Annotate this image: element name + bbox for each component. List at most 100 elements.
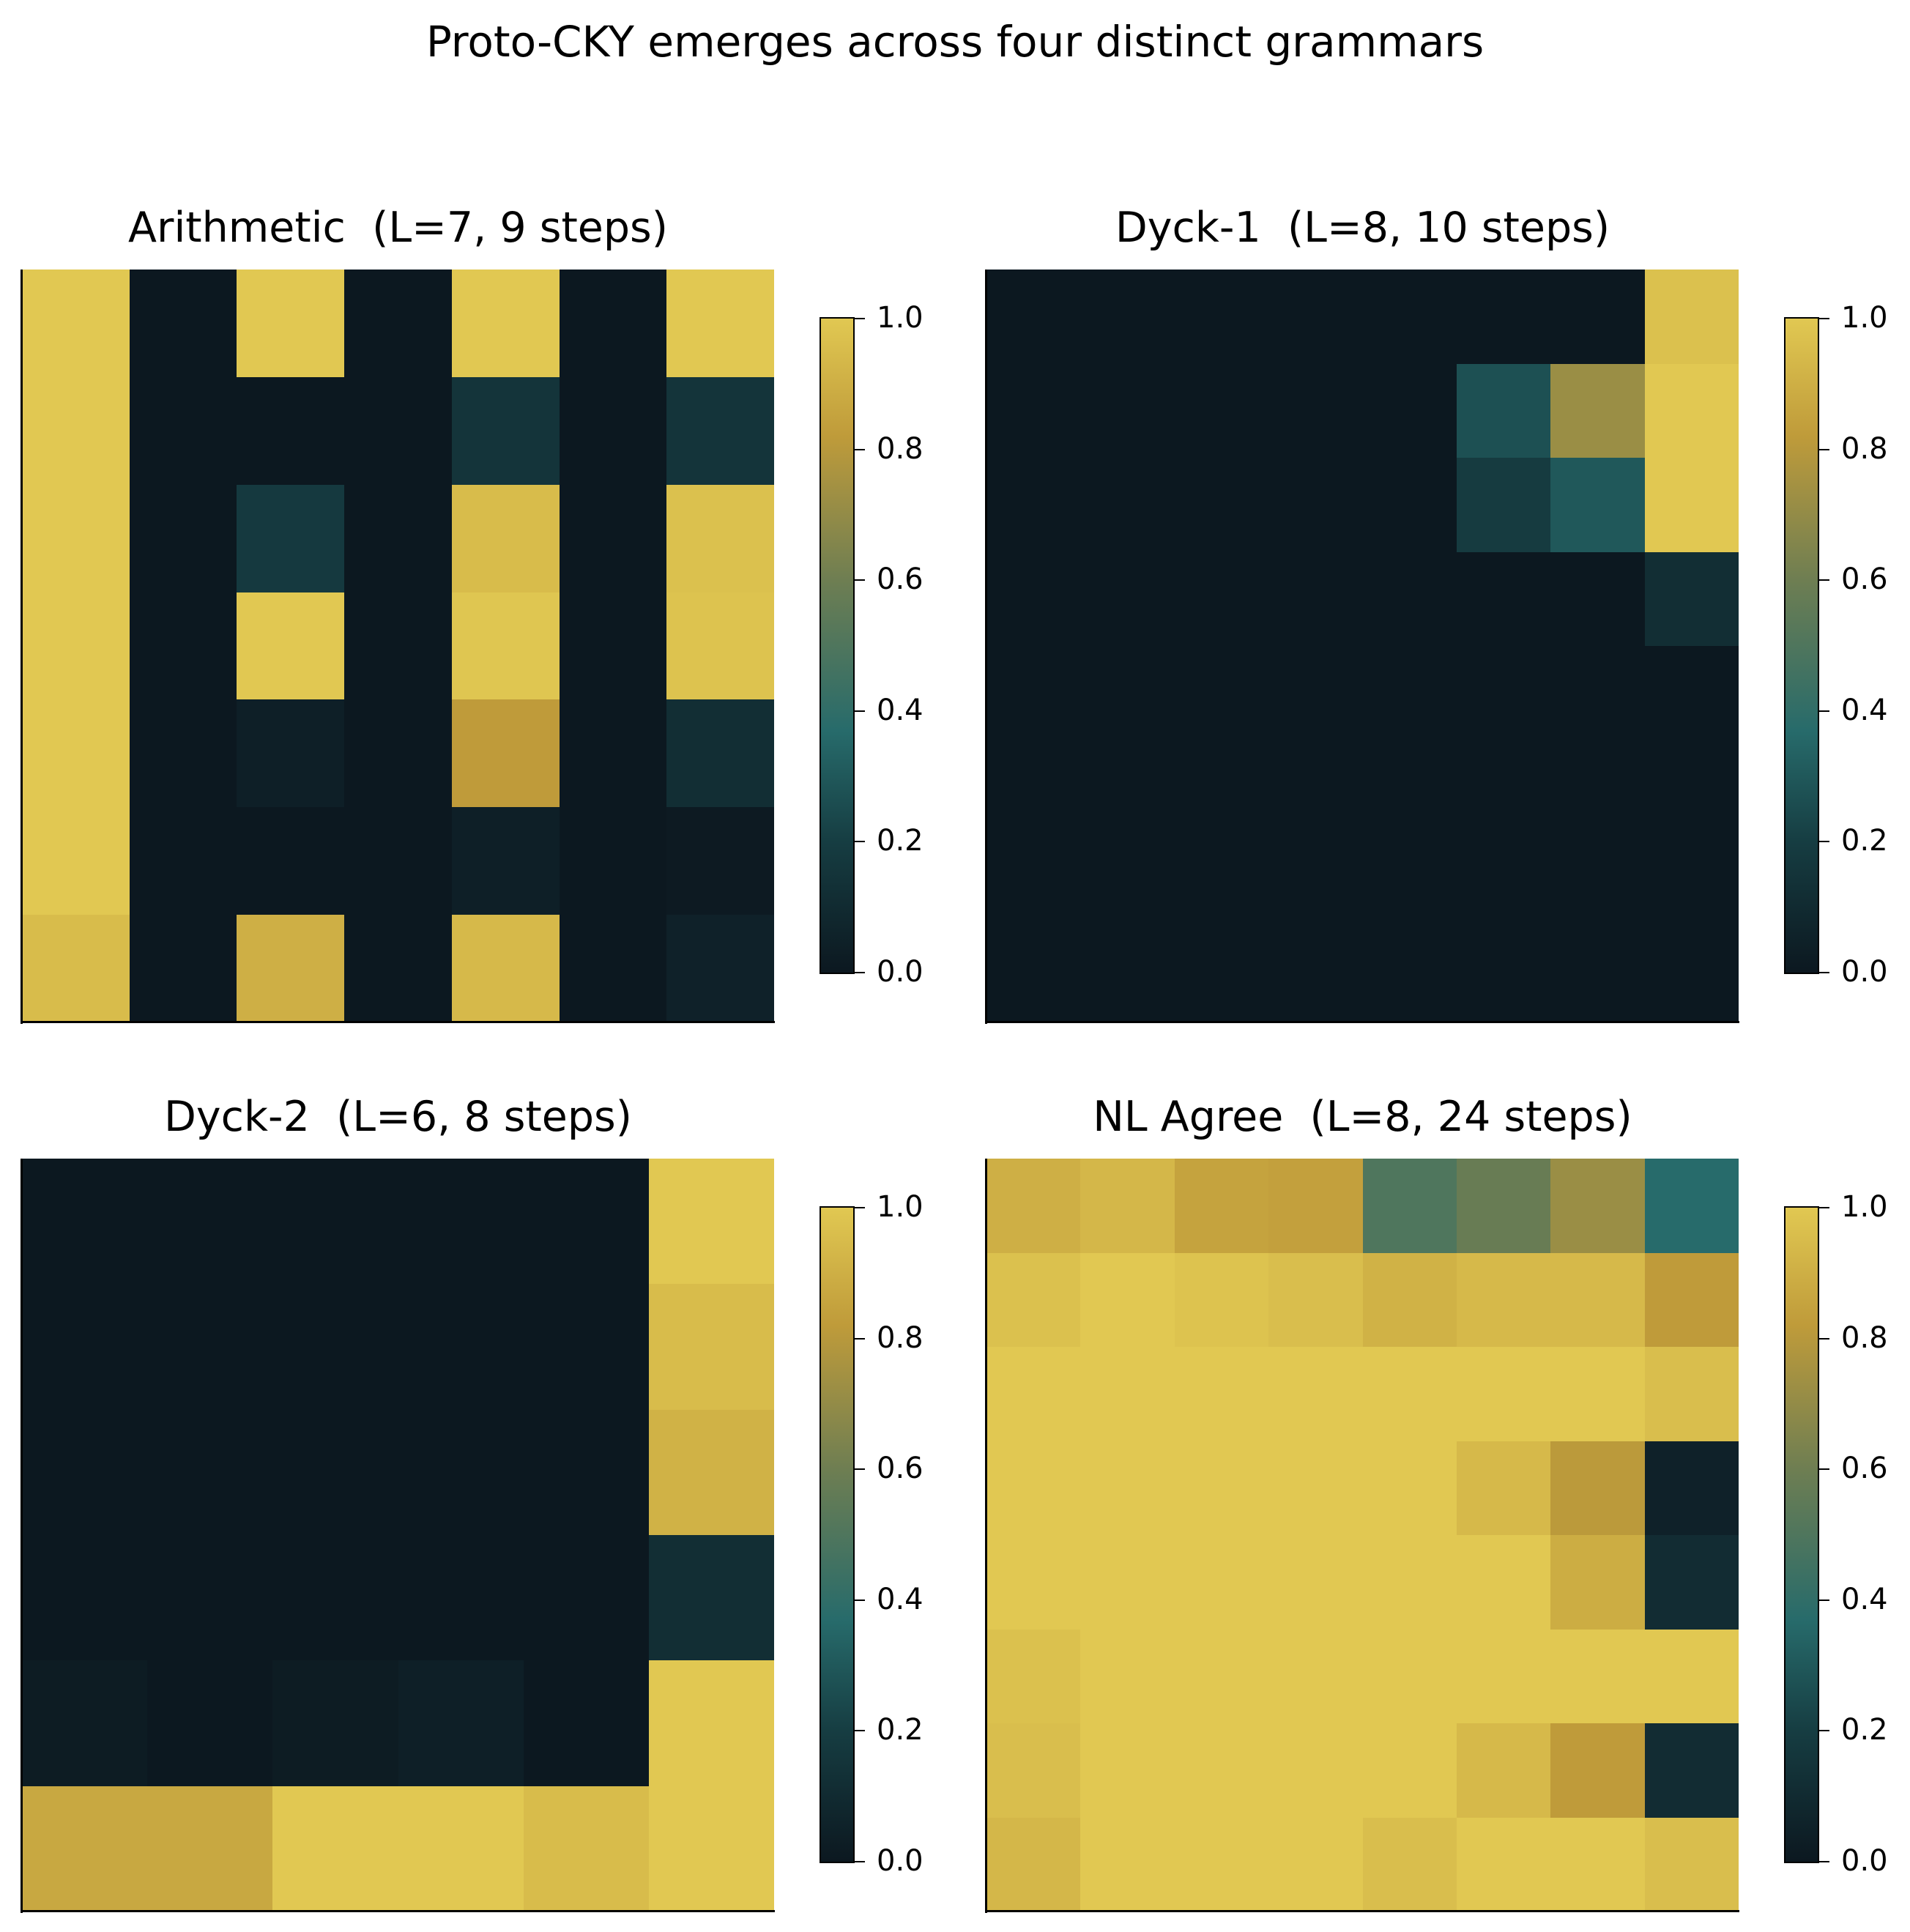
heatmap-cell xyxy=(451,915,560,1022)
heatmap-cell xyxy=(1080,740,1175,834)
heatmap-cell xyxy=(1362,740,1457,834)
heatmap-cell xyxy=(1174,1723,1269,1818)
heatmap-cell xyxy=(1550,1817,1645,1911)
heatmap-cell xyxy=(1362,1817,1457,1911)
heatmap-cell xyxy=(1644,1347,1739,1441)
heatmap-cell xyxy=(1174,1817,1269,1911)
heatmap-cell xyxy=(648,1534,774,1661)
colorbar-tick xyxy=(1819,841,1829,843)
heatmap-cell xyxy=(1362,1629,1457,1723)
heatmap-cell xyxy=(22,270,130,377)
heatmap-cell xyxy=(22,1409,148,1535)
heatmap-cell xyxy=(648,1284,774,1410)
heatmap-cell xyxy=(666,270,774,377)
heatmap-cell xyxy=(1550,1252,1645,1347)
heatmap-cell xyxy=(451,484,560,592)
panel-title: Dyck-2 (L=6, 8 steps) xyxy=(164,1093,632,1141)
heatmap-cell xyxy=(1550,458,1645,552)
heatmap-cell xyxy=(1080,551,1175,646)
heatmap-cell xyxy=(1550,1347,1645,1441)
heatmap-cell xyxy=(1268,1817,1363,1911)
heatmap-cell xyxy=(1550,551,1645,646)
heatmap-cell xyxy=(1362,551,1457,646)
heatmap-cell xyxy=(237,915,345,1022)
heatmap-cell xyxy=(22,807,130,915)
heatmap-cell xyxy=(666,699,774,808)
heatmap-cell xyxy=(1456,834,1551,929)
heatmap-cell xyxy=(986,1629,1081,1723)
heatmap-cell xyxy=(129,592,237,700)
heatmap-cell xyxy=(559,376,667,485)
heatmap-cell xyxy=(344,592,452,700)
heatmap-cell xyxy=(1268,1159,1363,1253)
heatmap-cell xyxy=(129,484,237,592)
heatmap-cell xyxy=(147,1409,273,1535)
colorbar-tick xyxy=(855,1730,865,1732)
heatmap-cell xyxy=(1362,1159,1457,1253)
heatmap-cell xyxy=(1174,551,1269,646)
heatmap-cell xyxy=(1268,458,1363,552)
heatmap-cell xyxy=(1268,646,1363,740)
colorbar-tick-label: 0.8 xyxy=(877,1320,924,1355)
heatmap-cell xyxy=(1268,551,1363,646)
heatmap-cell xyxy=(398,1660,524,1786)
heatmap-grid xyxy=(22,270,774,1022)
heatmap-cell xyxy=(1456,740,1551,834)
panel-dyck-2: Dyck-2 (L=6, 8 steps) 0.0 0.2 0.4 0.6 0.8 1.0 xyxy=(21,1093,924,1913)
heatmap-cell xyxy=(1550,363,1645,458)
heatmap-cell xyxy=(1362,1347,1457,1441)
colorbar-tick xyxy=(855,448,865,450)
heatmap-cell xyxy=(1174,834,1269,929)
heatmap-cell xyxy=(1268,928,1363,1022)
colorbar-tick-label: 0.8 xyxy=(1841,1320,1888,1355)
heatmap-cell xyxy=(523,1786,649,1911)
heatmap-cell xyxy=(559,915,667,1022)
heatmap-cell xyxy=(1550,1535,1645,1630)
colorbar-tick xyxy=(1819,1599,1829,1601)
heatmap-cell xyxy=(237,270,345,377)
heatmap-cell xyxy=(272,1159,398,1285)
heatmap-cell xyxy=(129,807,237,915)
colorbar-tick-label: 0.6 xyxy=(1841,1452,1888,1486)
heatmap-cell xyxy=(666,592,774,700)
heatmap-cell xyxy=(986,1535,1081,1630)
colorbar-gradient xyxy=(1785,1208,1818,1862)
heatmap-cell xyxy=(1268,1629,1363,1723)
heatmap-cell xyxy=(648,1786,774,1911)
colorbar-tick-label: 0.0 xyxy=(1841,955,1888,989)
heatmap-cell xyxy=(648,1660,774,1786)
heatmap-cell xyxy=(986,646,1081,740)
axis-spine-left xyxy=(985,1159,987,1913)
colorbar-tick xyxy=(855,1337,865,1340)
colorbar-tick-label: 0.2 xyxy=(877,824,924,858)
heatmap-cell xyxy=(1362,834,1457,929)
heatmap-cell xyxy=(523,1660,649,1786)
heatmap-cell xyxy=(666,376,774,485)
axis-spine-bottom xyxy=(21,1021,775,1023)
heatmap-cell xyxy=(22,699,130,808)
colorbar-tick xyxy=(1819,1207,1829,1208)
heatmap-cell xyxy=(1644,270,1739,364)
heatmap-cell xyxy=(1268,363,1363,458)
heatmap-cell xyxy=(451,270,560,377)
colorbar-tick-label: 0.4 xyxy=(877,693,924,727)
heatmap-cell xyxy=(1550,740,1645,834)
heatmap-cell xyxy=(398,1534,524,1661)
heatmap-cell xyxy=(1644,740,1739,834)
heatmap-cell xyxy=(237,484,345,592)
heatmap-cell xyxy=(1456,1252,1551,1347)
heatmap-cell xyxy=(559,699,667,808)
axis-spine-left xyxy=(985,270,987,1024)
heatmap-cell xyxy=(451,699,560,808)
colorbar-tick xyxy=(855,710,865,712)
panel-dyck-1: Dyck-1 (L=8, 10 steps) 0.0 0.2 0.4 0.6 0.8 1.… xyxy=(985,204,1888,1024)
heatmap-cell xyxy=(1644,551,1739,646)
colorbar-tick-label: 0.8 xyxy=(1841,431,1888,466)
heatmap-cell xyxy=(986,1252,1081,1347)
colorbar-tick xyxy=(1819,710,1829,712)
heatmap-cell xyxy=(1456,1159,1551,1253)
heatmap-cell xyxy=(1268,270,1363,364)
colorbar-tick xyxy=(1819,972,1829,973)
heatmap-cell xyxy=(1456,458,1551,552)
colorbar: 0.0 0.2 0.4 0.6 0.8 1.0 xyxy=(820,1192,924,1876)
